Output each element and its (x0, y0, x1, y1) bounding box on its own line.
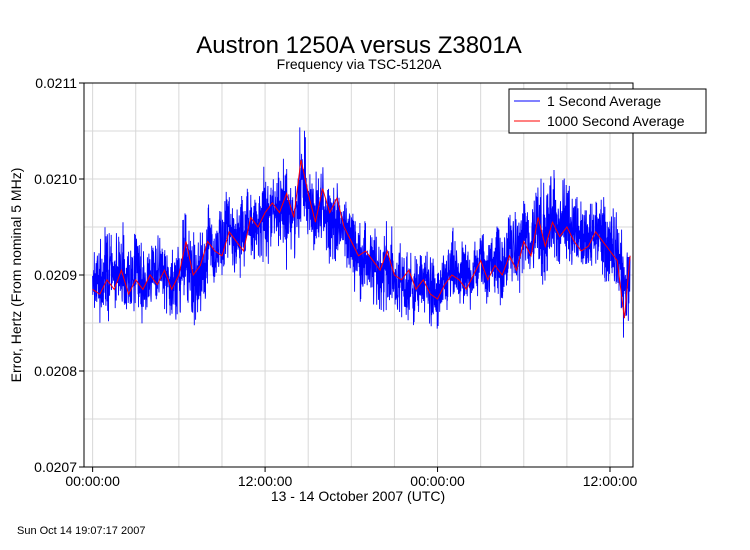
chart-title: Austron 1250A versus Z3801A (196, 32, 522, 59)
legend: 1 Second Average 1000 Second Average (508, 88, 707, 134)
axis-ticks: 0.0207 0.0208 0.0209 0.0210 0.0211 00:00:00 12… (34, 75, 637, 489)
y-tick-label: 0.0210 (34, 171, 77, 187)
y-axis-label: Error, Hertz (From nominal 5 MHz) (8, 168, 24, 383)
x-tick-label: 12:00:00 (583, 473, 638, 489)
y-tick-label: 0.0211 (35, 75, 77, 91)
legend-box (508, 88, 707, 134)
y-tick-label: 0.0209 (34, 267, 77, 283)
x-tick-label: 00:00:00 (65, 473, 120, 489)
series-1-second-average (92, 127, 631, 338)
grid (84, 83, 633, 467)
series-layer (92, 127, 631, 338)
chart-subtitle: Frequency via TSC-5120A (277, 56, 442, 72)
x-axis-label: 13 - 14 October 2007 (UTC) (271, 488, 445, 504)
x-tick-label: 12:00:00 (238, 473, 293, 489)
y-tick-label: 0.0207 (34, 459, 77, 475)
legend-label-1-second: 1 Second Average (547, 93, 661, 109)
y-tick-label: 0.0208 (34, 363, 77, 379)
x-tick-label: 00:00:00 (410, 473, 465, 489)
legend-label-1000-second: 1000 Second Average (547, 113, 685, 129)
footer-timestamp: Sun Oct 14 19:07:17 2007 (17, 525, 145, 537)
series-1000-second-average (92, 159, 631, 319)
